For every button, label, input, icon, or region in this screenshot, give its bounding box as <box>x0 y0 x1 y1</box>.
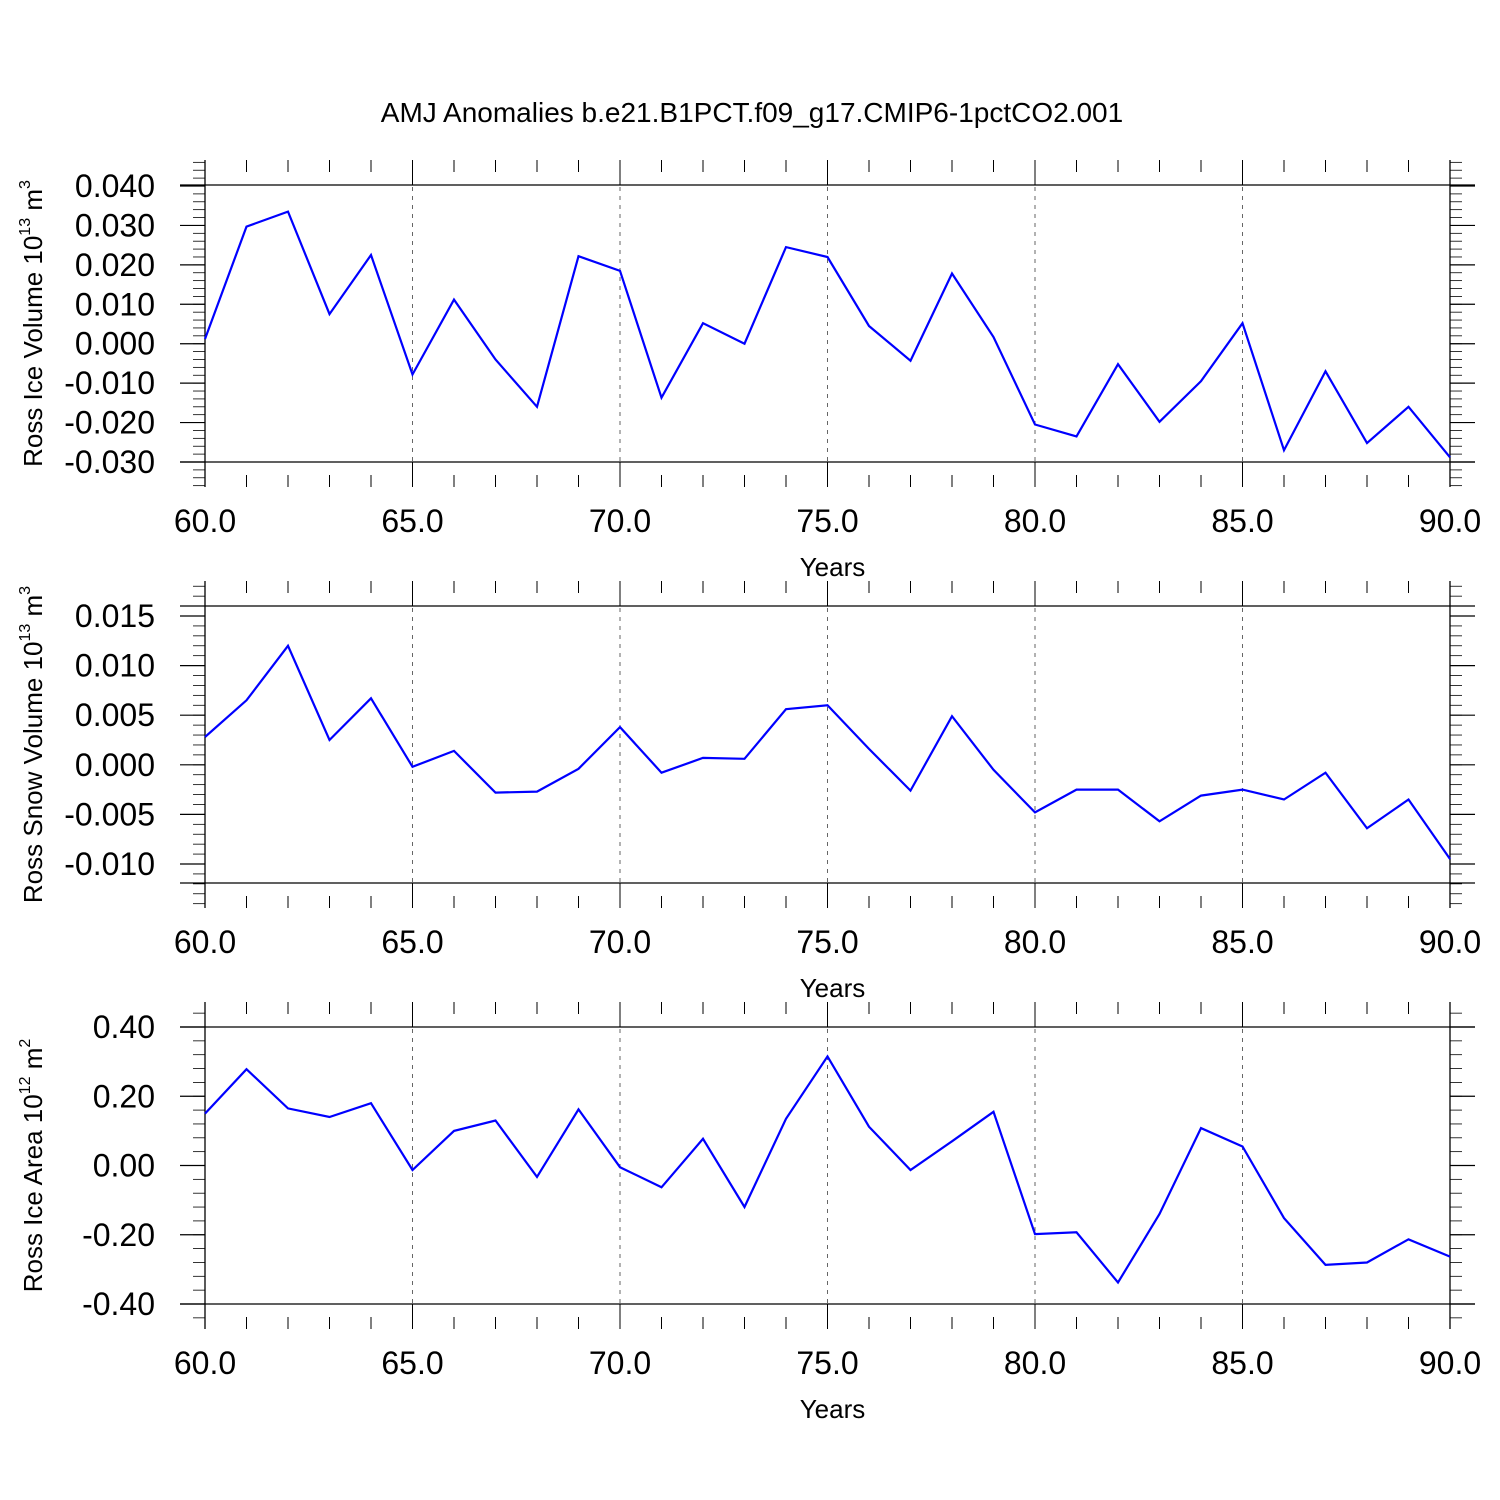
x-axis-label: Years <box>800 973 866 1003</box>
y-tick-label: 0.020 <box>75 247 155 283</box>
x-tick-label: 70.0 <box>589 924 651 960</box>
y-tick-label: 0.40 <box>93 1009 155 1045</box>
chart-title: AMJ Anomalies b.e21.B1PCT.f09_g17.CMIP6-… <box>381 97 1123 128</box>
y-axis-label: Ross Ice Volume 1013 m3 <box>17 180 48 467</box>
y-axis-label: Ross Snow Volume 1013 m3 <box>17 586 48 903</box>
y-tick-label: 0.000 <box>75 747 155 783</box>
y-tick-label: 0.00 <box>93 1148 155 1184</box>
x-tick-label: 75.0 <box>796 924 858 960</box>
y-tick-label: 0.005 <box>75 697 155 733</box>
y-tick-label: 0.010 <box>75 648 155 684</box>
y-tick-label: -0.010 <box>64 365 155 401</box>
y-tick-label: 0.010 <box>75 286 155 322</box>
x-tick-label: 80.0 <box>1004 924 1066 960</box>
x-tick-label: 65.0 <box>381 503 443 539</box>
x-tick-label: 65.0 <box>381 924 443 960</box>
x-tick-label: 70.0 <box>589 503 651 539</box>
y-tick-label: -0.020 <box>64 405 155 441</box>
y-tick-label: 0.000 <box>75 326 155 362</box>
x-tick-label: 80.0 <box>1004 503 1066 539</box>
x-tick-label: 75.0 <box>796 1345 858 1381</box>
y-tick-label: -0.030 <box>64 444 155 480</box>
x-axis-label: Years <box>800 1394 866 1424</box>
x-tick-label: 75.0 <box>796 503 858 539</box>
chart-panels: 0.0400.0300.0200.0100.000-0.010-0.020-0.… <box>17 160 1481 1424</box>
y-tick-label: -0.40 <box>82 1286 155 1322</box>
y-tick-label: -0.20 <box>82 1217 155 1253</box>
y-axis-label: Ross Ice Area 1012 m2 <box>17 1039 48 1293</box>
x-tick-label: 70.0 <box>589 1345 651 1381</box>
panel-2: 0.015 0.010 0.005 0.000 -0.005 -0.010 60.0 65.0… <box>17 581 1481 1003</box>
panel-3: 0.40 0.20 0.00 -0.20 -0.40 60.0 65.0 70.0 75.0 80… <box>17 1002 1481 1424</box>
x-tick-label: 80.0 <box>1004 1345 1066 1381</box>
y-tick-label: 0.030 <box>75 207 155 243</box>
y-tick-label: 0.20 <box>93 1078 155 1114</box>
x-tick-label: 90.0 <box>1419 503 1481 539</box>
x-tick-label: 60.0 <box>174 924 236 960</box>
x-tick-label: 60.0 <box>174 1345 236 1381</box>
x-axis-label: Years <box>800 552 866 582</box>
x-tick-label: 90.0 <box>1419 1345 1481 1381</box>
x-tick-label: 90.0 <box>1419 924 1481 960</box>
y-tick-label: 0.040 <box>75 168 155 204</box>
y-tick-label: -0.010 <box>64 846 155 882</box>
x-tick-label: 85.0 <box>1211 1345 1273 1381</box>
x-tick-label: 60.0 <box>174 503 236 539</box>
y-tick-label: 0.015 <box>75 598 155 634</box>
x-tick-label: 65.0 <box>381 1345 443 1381</box>
x-tick-label: 85.0 <box>1211 924 1273 960</box>
y-tick-label: -0.005 <box>64 796 155 832</box>
x-tick-label: 85.0 <box>1211 503 1273 539</box>
